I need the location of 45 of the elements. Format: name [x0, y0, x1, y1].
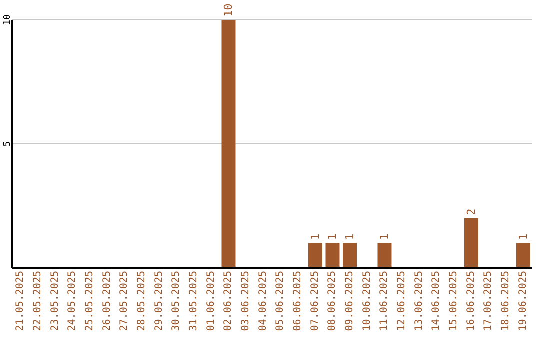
data-label: 2	[464, 208, 478, 216]
x-tick-label: 07.06.2025	[310, 271, 321, 332]
bar	[326, 243, 340, 268]
bar	[516, 243, 530, 268]
bar	[308, 243, 322, 268]
x-tick-label: 13.06.2025	[414, 271, 425, 332]
bar	[343, 243, 358, 268]
x-tick-label: 23.05.2025	[50, 271, 61, 332]
bar	[378, 243, 392, 268]
x-tick-label: 22.05.2025	[32, 271, 44, 332]
data-label: 10	[222, 4, 236, 17]
x-tick-label: 19.06.2025	[518, 271, 529, 332]
x-tick-label: 09.06.2025	[344, 271, 356, 332]
bar	[222, 20, 236, 268]
data-label: 1	[326, 234, 340, 240]
data-label: 1	[378, 234, 392, 240]
x-tick-label: 04.06.2025	[258, 271, 269, 332]
x-tick-label: 14.06.2025	[431, 271, 442, 332]
x-tick-label: 21.05.2025	[15, 271, 26, 332]
x-tick-label: 16.06.2025	[466, 271, 477, 332]
x-tick-label: 11.06.2025	[379, 271, 390, 332]
x-tick-label: 27.05.2025	[119, 271, 130, 332]
x-tick-label: 25.05.2025	[84, 271, 96, 332]
x-tick-label: 24.05.2025	[67, 271, 78, 332]
x-tick-label: 03.06.2025	[240, 271, 252, 332]
x-tick-label: 08.06.2025	[327, 271, 338, 332]
x-tick-label: 12.06.2025	[396, 271, 408, 332]
x-tick-label: 17.06.2025	[483, 271, 494, 332]
x-tick-label: 06.06.2025	[292, 271, 304, 332]
x-tick-label: 01.06.2025	[206, 271, 217, 332]
data-label: 1	[308, 234, 322, 240]
data-label: 1	[344, 234, 357, 240]
x-tick-label: 30.05.2025	[171, 271, 182, 332]
x-tick-label: 29.05.2025	[154, 271, 165, 332]
x-tick-label: 18.06.2025	[500, 271, 512, 332]
x-tick-label: 31.05.2025	[188, 271, 200, 332]
bar	[464, 218, 478, 268]
x-tick-label: 15.06.2025	[448, 271, 460, 332]
x-tick-label: 28.05.2025	[136, 271, 148, 332]
x-tick-label: 26.05.2025	[102, 271, 113, 332]
x-tick-label: 10.06.2025	[362, 271, 373, 332]
y-tick-label: 5	[3, 141, 13, 147]
x-tick-label: 05.06.2025	[275, 271, 286, 332]
data-label: 1	[516, 234, 530, 240]
x-tick-label: 02.06.2025	[223, 271, 234, 332]
